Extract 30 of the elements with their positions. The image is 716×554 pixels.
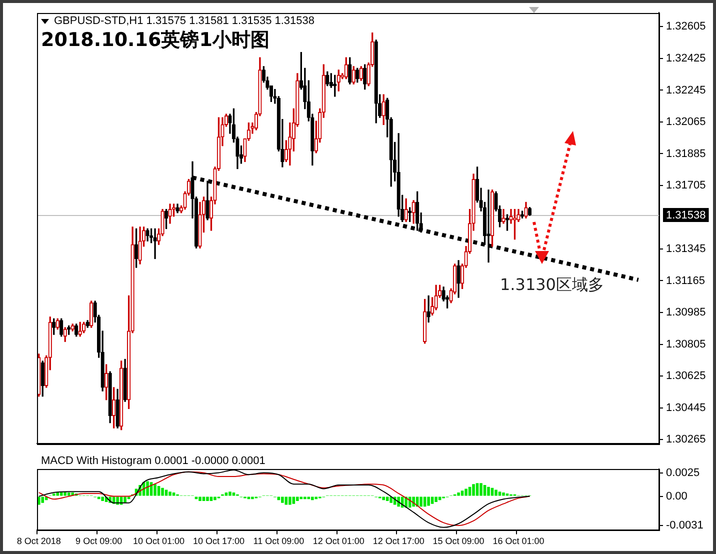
y-tick-label: 1.30625 [666,370,706,382]
y-tick-label: 1.30985 [666,306,706,319]
y-tick-label: 1.32065 [666,116,706,128]
x-tick-label: 11 Oct 09:00 [253,536,304,546]
y-tick-label: 1.31165 [666,274,705,287]
y-tick-label: 1.31345 [666,243,706,256]
y-tick-label: -0.0031 [666,520,704,532]
y-tick-label: 1.30445 [666,402,706,414]
x-tick-label: 12 Oct 01:00 [312,536,364,546]
y-tick-label: 1.31885 [666,148,706,160]
y-tick-label: 1.32245 [666,84,706,96]
text: 2018.10.16英镑1小时图 [41,28,270,53]
x-tick-label: 8 Oct 2018 [16,536,61,546]
x-tick-label: 12 Oct 17:00 [372,536,424,546]
y-tick-label: 1.31705 [666,180,706,192]
chart-title: MACD With Histogram 0.0001 -0.0000 0.0001 [41,455,266,467]
y-tick-label: 1.32605 [666,20,706,33]
x-tick-label: 10 Oct 17:00 [192,536,244,546]
chart-subtitle: GBPUSD-STD,H1 1.31575 1.31581 1.31535 1.31538 [54,15,315,27]
x-tick-label: 9 Oct 09:00 [76,536,122,546]
annotation: 1.3130区域多 [500,275,604,296]
x-tick-label: 16 Oct 01:00 [492,536,544,546]
y-tick-label: 0.00 [666,490,688,502]
y-tick-label: 1.30265 [666,434,706,446]
y-tick-label: 1.30805 [666,338,706,350]
x-tick-label: 10 Oct 01:00 [133,536,185,546]
x-tick-label: 15 Oct 09:00 [432,536,484,546]
ref-line-label: 1.31538 [666,209,706,222]
y-tick-label: 1.32425 [666,52,706,64]
y-tick-label: 0.0025 [666,466,700,479]
